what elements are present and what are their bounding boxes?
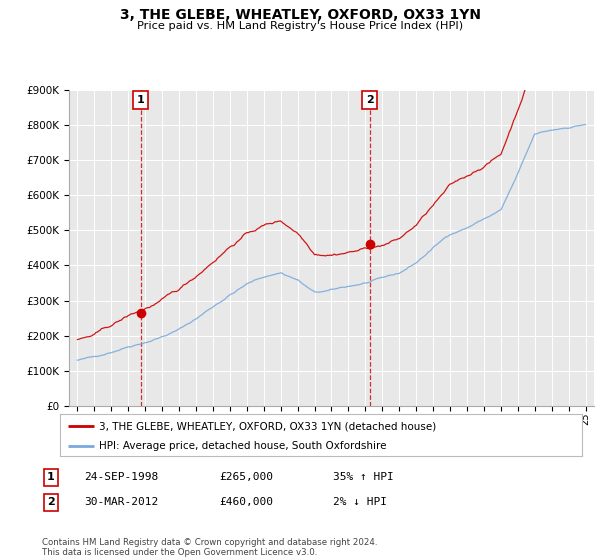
Text: 1: 1	[47, 472, 55, 482]
Text: £265,000: £265,000	[219, 472, 273, 482]
Text: 3, THE GLEBE, WHEATLEY, OXFORD, OX33 1YN (detached house): 3, THE GLEBE, WHEATLEY, OXFORD, OX33 1YN…	[99, 421, 436, 431]
Text: 24-SEP-1998: 24-SEP-1998	[84, 472, 158, 482]
Text: 2: 2	[366, 95, 373, 105]
Text: £460,000: £460,000	[219, 497, 273, 507]
Text: 35% ↑ HPI: 35% ↑ HPI	[333, 472, 394, 482]
Text: 2% ↓ HPI: 2% ↓ HPI	[333, 497, 387, 507]
Text: 2: 2	[47, 497, 55, 507]
Text: 1: 1	[137, 95, 145, 105]
Text: 30-MAR-2012: 30-MAR-2012	[84, 497, 158, 507]
Text: 3, THE GLEBE, WHEATLEY, OXFORD, OX33 1YN: 3, THE GLEBE, WHEATLEY, OXFORD, OX33 1YN	[119, 8, 481, 22]
Text: HPI: Average price, detached house, South Oxfordshire: HPI: Average price, detached house, Sout…	[99, 441, 386, 451]
Text: Price paid vs. HM Land Registry's House Price Index (HPI): Price paid vs. HM Land Registry's House …	[137, 21, 463, 31]
Text: Contains HM Land Registry data © Crown copyright and database right 2024.
This d: Contains HM Land Registry data © Crown c…	[42, 538, 377, 557]
